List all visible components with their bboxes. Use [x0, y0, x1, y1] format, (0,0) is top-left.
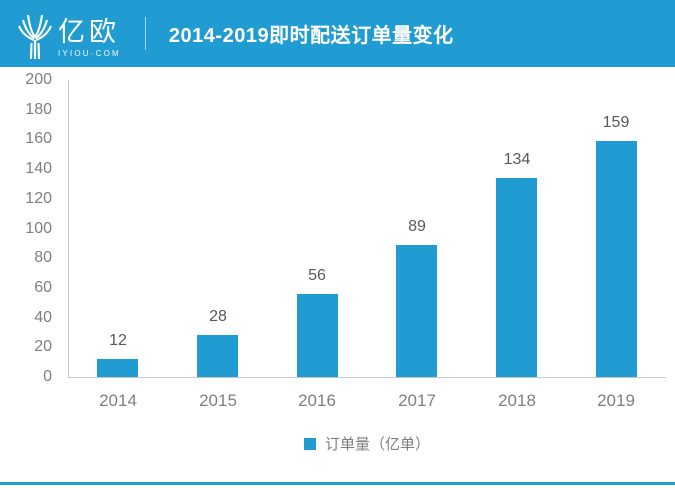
bar-value-label: 28 [209, 308, 227, 325]
y-axis-tick-label: 0 [43, 368, 52, 385]
bar-value-label: 159 [602, 114, 630, 131]
x-axis-category-label: 2019 [597, 391, 635, 410]
bar [97, 359, 138, 377]
x-axis-category-label: 2018 [498, 391, 536, 410]
header-divider [144, 17, 146, 50]
bar-value-label: 12 [109, 332, 127, 349]
chart-legend: 订单量（亿单） [68, 433, 666, 454]
legend-swatch [303, 437, 316, 450]
bar-value-label: 134 [503, 151, 531, 168]
logo-text: 亿欧 [58, 16, 120, 47]
bar [396, 245, 437, 377]
y-axis-tick-label: 100 [25, 219, 52, 237]
y-axis-tick-label: 80 [34, 249, 52, 267]
y-axis-line [68, 80, 69, 377]
logo: 亿欧 IYIOU·COM [0, 7, 121, 61]
y-axis-tick-label: 120 [25, 189, 52, 207]
logo-text-block: 亿欧 IYIOU·COM [58, 16, 121, 58]
x-axis-category-label: 2014 [99, 391, 137, 410]
y-axis-tick-label: 40 [34, 308, 52, 326]
x-axis-line [68, 377, 666, 378]
y-axis-tick-label: 160 [25, 130, 52, 148]
y-axis-tick-label: 60 [34, 278, 52, 296]
y-axis-tick-label: 200 [25, 71, 52, 88]
bar [297, 294, 338, 377]
page-title: 2014-2019即时配送订单量变化 [168, 25, 454, 47]
x-axis-category-label: 2016 [298, 391, 336, 410]
logo-subtext: IYIOU·COM [58, 48, 121, 58]
bar [596, 141, 637, 377]
yiou-logo-icon [18, 14, 52, 59]
header: 亿欧 IYIOU·COM 2014-2019即时配送订单量变化 [0, 0, 675, 67]
footer-accent-line [0, 482, 675, 485]
bar [197, 335, 238, 377]
y-axis-tick-label: 20 [34, 338, 52, 356]
legend-label: 订单量（亿单） [324, 436, 430, 453]
y-axis-tick-label: 140 [25, 160, 52, 178]
y-axis-tick-label: 180 [25, 100, 52, 118]
bar-value-label: 56 [308, 267, 326, 284]
bar [496, 178, 537, 377]
bar-value-label: 89 [408, 218, 426, 235]
x-axis-category-label: 2015 [199, 391, 237, 410]
x-axis-category-label: 2017 [398, 391, 436, 410]
